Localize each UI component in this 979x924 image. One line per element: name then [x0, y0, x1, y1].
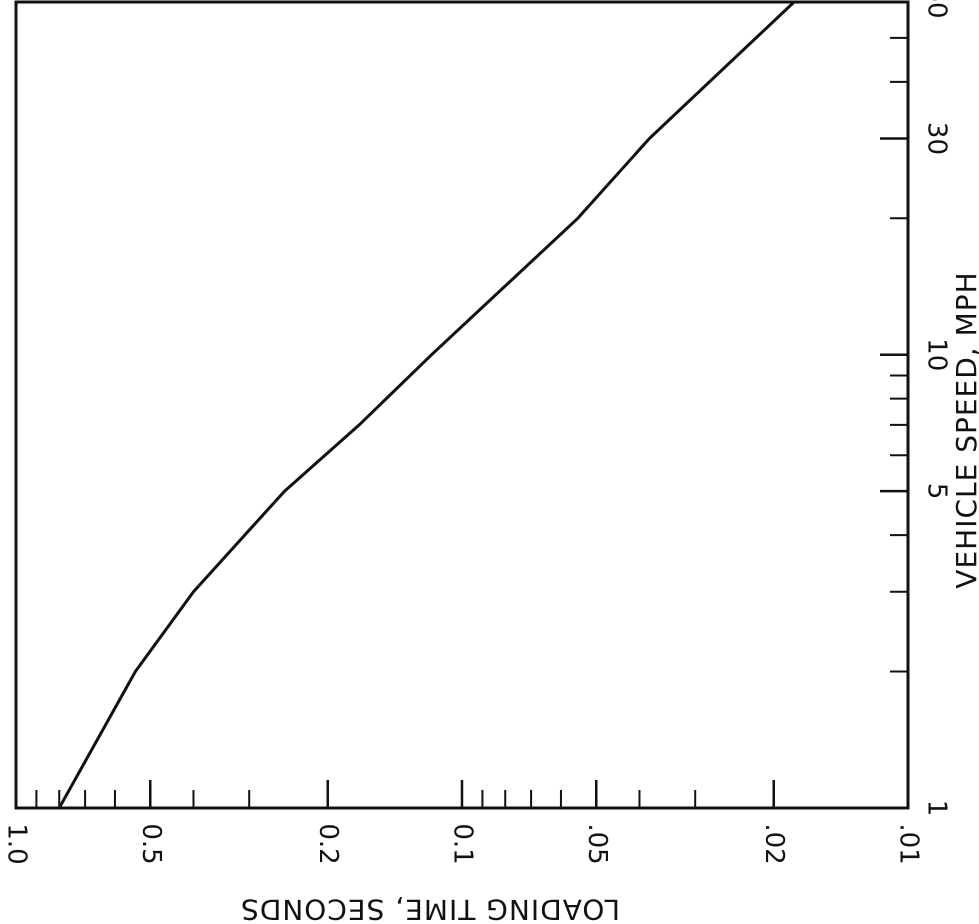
y-tick-label: 0.2 [313, 823, 343, 864]
series-lines [57, 0, 796, 809]
x-axis-label: VEHICLE SPEED, MPH [950, 271, 979, 588]
loading-time-curve [57, 0, 796, 809]
tick-labels: 1.0 0.5 0.2 0.1 .05 .02 .01 1 5 10 30 60 [2, 0, 952, 865]
y-tick-label: 1.0 [2, 823, 32, 864]
y-tick-label: 0.1 [448, 823, 478, 864]
x-tick-label: 1 [922, 800, 952, 817]
y-axis-label: LOADING TIME, SECONDS [240, 893, 620, 924]
y-tick-label: .02 [759, 823, 789, 864]
tick-marks [14, 0, 910, 810]
x-tick-label: 60 [922, 0, 952, 19]
y-tick-label: .01 [894, 823, 924, 864]
x-tick-label: 10 [922, 338, 952, 371]
x-tick-label: 5 [922, 483, 952, 500]
plot-frame [14, 0, 910, 810]
x-tick-label: 30 [922, 122, 952, 155]
y-tick-label: 0.5 [136, 823, 166, 864]
y-tick-label: .05 [582, 823, 612, 864]
